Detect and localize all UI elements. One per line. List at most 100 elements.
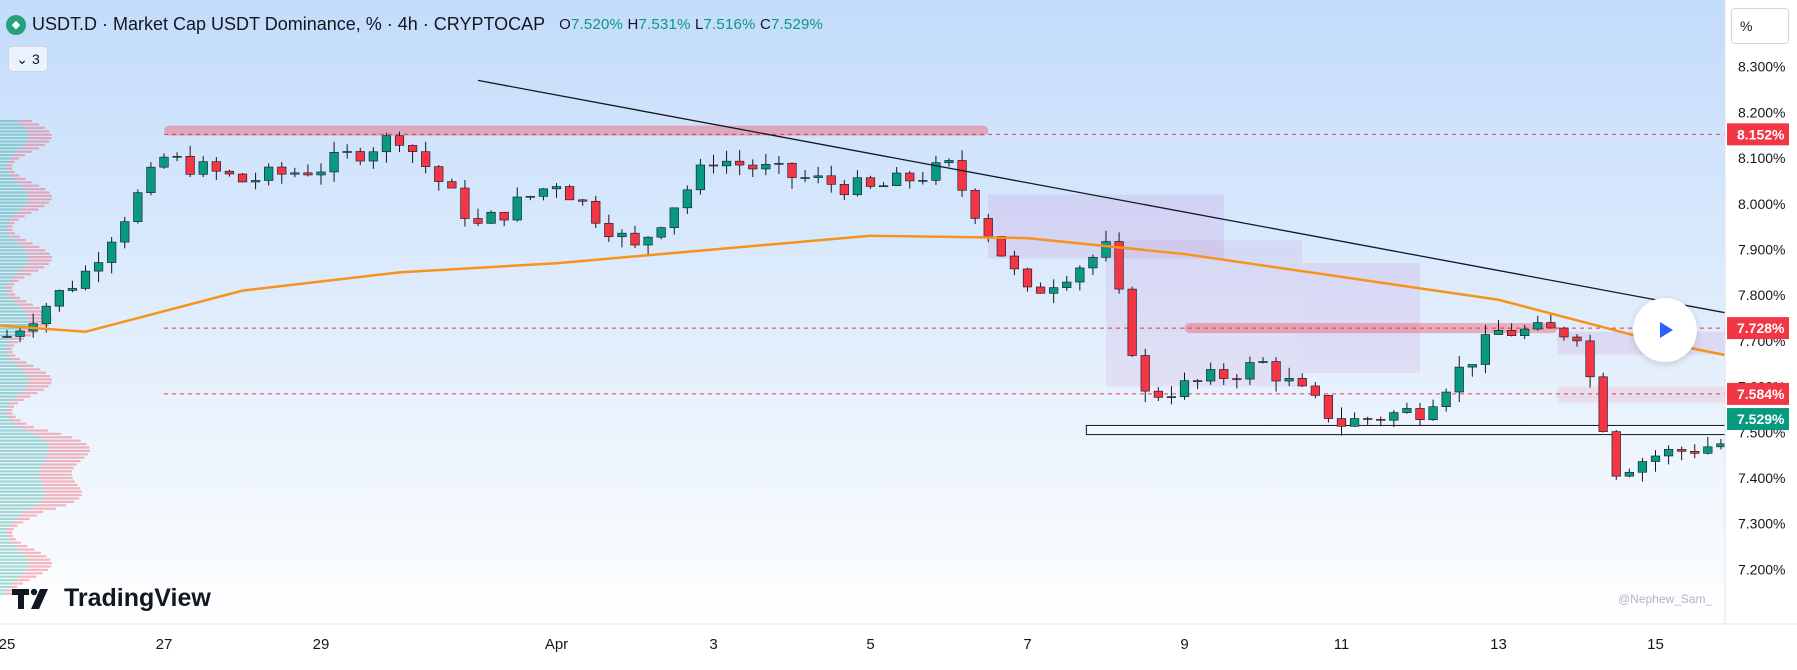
volume-profile-bar-down	[13, 276, 25, 279]
candle-body	[447, 181, 457, 189]
volume-profile-bar-up	[0, 364, 19, 367]
volume-profile-bar-up	[0, 487, 45, 490]
candle-body	[368, 151, 378, 162]
volume-profile-bar-down	[7, 589, 14, 592]
candle-down	[787, 162, 797, 189]
moving-average-line[interactable]	[0, 234, 1725, 455]
high-value: 7.531%	[638, 16, 691, 33]
volume-profile-bar-down	[16, 395, 31, 398]
candle-body	[67, 288, 78, 291]
volume-profile-bar-up	[0, 439, 45, 442]
volume-profile-bar-down	[28, 133, 52, 136]
candle-down	[1192, 379, 1203, 390]
candle-body	[421, 151, 431, 167]
volume-profile-bar-down	[48, 453, 88, 456]
volume-profile-bar-down	[24, 388, 44, 391]
volume-profile-bar-up	[0, 188, 25, 191]
candle-body	[1428, 406, 1438, 421]
candle-body	[107, 241, 117, 263]
volume-profile-bar-up	[0, 320, 29, 323]
candle-down	[1506, 323, 1517, 337]
volume-profile-bar-down	[24, 266, 45, 269]
volume-profile-bar-up	[0, 558, 28, 561]
volume-profile-bar-down	[20, 330, 38, 333]
volume-profile-bar-down	[7, 534, 13, 537]
candle-body	[1192, 380, 1203, 382]
volume-profile-bar-up	[0, 534, 8, 537]
candle-up	[892, 167, 902, 187]
candle-body	[1389, 412, 1399, 421]
price-label-tag	[1727, 382, 1789, 405]
volume-profile-bar-down	[9, 402, 18, 405]
volume-profile-bar-up	[0, 324, 27, 327]
candle-up	[525, 195, 535, 201]
candle-body	[1009, 255, 1020, 270]
candle-down	[434, 165, 444, 191]
chart-plot-area[interactable]	[0, 0, 1725, 624]
candle-body	[146, 166, 156, 193]
volume-profile-bar-up	[0, 456, 47, 459]
volume-profile-bar-down	[44, 460, 81, 463]
volume-profile-bar-down	[21, 123, 39, 126]
tradingview-logo[interactable]: TradingView	[12, 584, 211, 613]
candle-down	[2, 329, 12, 338]
candle-up	[1245, 356, 1255, 386]
candle-up	[878, 182, 889, 188]
volume-profile-bar-up	[0, 252, 28, 255]
candle-up	[67, 280, 78, 293]
y-tick-label: 7.400%	[1738, 470, 1785, 486]
volume-profile-bar-down	[43, 497, 80, 500]
x-tick-label: 27	[156, 636, 173, 653]
candle-down	[1297, 373, 1307, 387]
volume-profile-bar-down	[21, 307, 40, 310]
volume-profile-bar-down	[26, 568, 48, 571]
candle-body	[761, 164, 771, 170]
volume-profile-bar-up	[0, 531, 7, 534]
volume-profile-bar-up	[0, 545, 16, 548]
y-tick-label: 7.500%	[1738, 424, 1785, 440]
close-value: 7.529%	[771, 16, 824, 33]
volume-profile-bar-up	[0, 419, 12, 422]
volume-profile-bar-down	[28, 194, 52, 197]
volume-profile-bar-up	[0, 446, 50, 449]
y-tick-label: 8.300%	[1738, 59, 1785, 75]
x-tick-label: 29	[313, 636, 330, 653]
candle-up	[1650, 450, 1661, 472]
descending-trendline[interactable]	[477, 79, 1725, 519]
candle-up	[1520, 324, 1530, 340]
volume-profile-bar-up	[0, 460, 45, 463]
volume-profile-bar-down	[40, 477, 73, 480]
volume-profile-bar-up	[0, 381, 29, 384]
support-zone[interactable]	[1085, 424, 1725, 436]
zone-box	[1557, 386, 1725, 403]
volume-profile-bar-down	[42, 463, 77, 466]
candle-up	[682, 185, 692, 214]
volume-profile-bar-up	[0, 497, 44, 500]
candle-down	[473, 208, 483, 226]
volume-profile-bar-up	[0, 548, 19, 551]
volume-profile-bar-up	[0, 296, 11, 299]
indicators-toggle-button[interactable]: ⌄ 3	[8, 46, 48, 72]
replay-button[interactable]	[1633, 298, 1697, 362]
candle-down	[578, 198, 588, 206]
volume-profile-bar-down	[33, 432, 62, 435]
candle-up	[1258, 357, 1268, 364]
volume-profile-bar-down	[44, 490, 82, 493]
y-tick-label: 8.100%	[1738, 150, 1785, 166]
candle-body	[290, 172, 300, 175]
volume-profile-bar-up	[0, 371, 26, 374]
volume-profile-bar-up	[0, 405, 8, 408]
volume-profile-bar-up	[0, 415, 9, 418]
candle-body	[355, 151, 365, 162]
candle-up	[1480, 324, 1491, 374]
price-unit-button[interactable]: %	[1731, 8, 1789, 44]
candle-body	[892, 172, 902, 187]
candle-up	[120, 216, 130, 249]
volume-profile-bar-down	[10, 235, 20, 238]
candle-down	[460, 179, 470, 227]
volume-profile-bar-down	[12, 582, 23, 585]
y-tick-label: 7.200%	[1738, 561, 1785, 577]
candle-up	[1049, 279, 1059, 303]
candle-body	[1049, 287, 1059, 294]
candle-body	[1271, 361, 1281, 382]
